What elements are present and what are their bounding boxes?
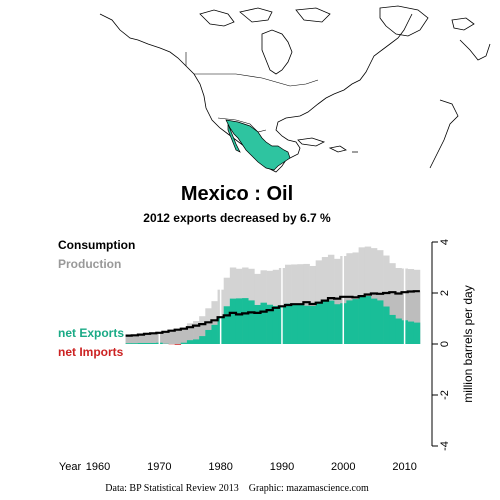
net-exports-bar	[309, 306, 316, 344]
east-coast-outline	[275, 13, 413, 159]
y-tick-label: -4	[439, 441, 451, 451]
net-exports-bar	[327, 300, 335, 344]
consumption-bar	[407, 291, 415, 344]
consumption-bar	[131, 335, 139, 344]
net-exports-bar	[150, 342, 157, 344]
consumption-bar	[193, 325, 200, 344]
net-exports-bar	[334, 304, 341, 344]
iceland-outline	[451, 17, 475, 31]
europe-fragment	[429, 39, 491, 169]
net-exports-bar	[137, 342, 145, 344]
consumption-bar	[162, 331, 169, 344]
net-exports-bar	[321, 300, 329, 344]
x-tick-label: 1960	[86, 461, 110, 473]
net-exports-bar	[131, 343, 139, 344]
net-exports-bar	[143, 342, 151, 344]
consumption-bar	[137, 334, 145, 344]
chart-title: Mexico : Oil	[181, 183, 293, 205]
consumption-bar	[125, 335, 133, 344]
caribbean-islands	[297, 137, 358, 153]
north-america-map	[99, 5, 491, 173]
net-exports-bar	[407, 321, 415, 344]
mexico-highlight	[225, 119, 291, 171]
us-mexico-border	[217, 117, 267, 133]
consumption-bar	[180, 328, 188, 344]
y-tick-label: -2	[439, 390, 451, 400]
consumption-bar	[186, 327, 194, 344]
chart-subtitle: 2012 exports decreased by 6.7 %	[143, 211, 331, 225]
plot-area: 1960 1970 1980 1990 2000 2010 -4 -2 0 2 4	[86, 239, 451, 473]
net-exports-bar	[125, 343, 133, 344]
greenland-outline	[379, 5, 429, 37]
net-exports-bar	[395, 318, 402, 344]
net-exports-bar	[383, 306, 390, 344]
net-exports-bar	[180, 342, 188, 344]
y-tick-label: 4	[439, 239, 451, 245]
consumption-bar	[413, 291, 421, 344]
hudson-bay-outline	[261, 29, 293, 75]
consumption-bar	[174, 329, 182, 344]
consumption-bar	[143, 333, 151, 344]
net-exports-bar	[377, 300, 384, 344]
net-exports-bar	[266, 304, 274, 344]
net-exports-bar	[186, 340, 194, 344]
net-exports-bar	[303, 305, 310, 344]
net-exports-bar	[352, 299, 359, 344]
net-exports-bar	[291, 304, 298, 344]
y-tick-label: 0	[439, 341, 451, 347]
net-exports-bar	[254, 304, 261, 344]
net-exports-bar	[358, 295, 366, 344]
net-exports-bar	[235, 298, 243, 344]
footer-credit: Data: BP Statistical Review 2013 Graphic…	[105, 483, 369, 494]
net-exports-bar	[223, 306, 231, 344]
consumption-bar	[168, 330, 175, 344]
net-exports-bar	[297, 303, 304, 344]
net-exports-bar	[389, 314, 396, 344]
net-exports-bar	[370, 298, 378, 344]
consumption-line	[125, 290, 420, 337]
us-canada-border	[185, 52, 319, 87]
x-tick-label: 2000	[331, 461, 355, 473]
net-imports-bar	[174, 344, 182, 345]
net-exports-bar	[260, 302, 267, 344]
net-exports-bar	[272, 306, 280, 344]
x-tick-label: 1980	[208, 461, 232, 473]
net-exports-bar	[346, 300, 353, 344]
y-axis-label: million barrels per day	[461, 285, 475, 402]
consumption-bar	[150, 333, 157, 344]
net-exports-bar	[229, 298, 237, 344]
net-exports-bar	[413, 322, 421, 344]
net-exports-bar	[285, 303, 292, 344]
net-exports-bar	[364, 296, 372, 344]
net-exports-bar	[242, 298, 249, 344]
legend-net-exports: net Exports	[58, 326, 124, 340]
arctic-islands	[199, 7, 331, 27]
net-exports-bar	[315, 301, 323, 344]
net-exports-bar	[193, 339, 200, 344]
y-tick-label: 2	[439, 290, 451, 296]
legend-consumption: Consumption	[58, 238, 135, 252]
consumption-bar	[199, 324, 206, 344]
legend-net-imports: net Imports	[58, 345, 124, 359]
legend-production: Production	[58, 257, 121, 271]
net-exports-bar	[205, 329, 212, 344]
net-exports-bar	[211, 324, 218, 344]
net-exports-bar	[248, 300, 255, 344]
net-exports-bar	[199, 336, 206, 344]
x-tick-label: 1970	[147, 461, 171, 473]
x-axis-label: Year	[59, 461, 82, 473]
x-tick-label: 2010	[392, 461, 416, 473]
x-tick-label: 1990	[270, 461, 294, 473]
